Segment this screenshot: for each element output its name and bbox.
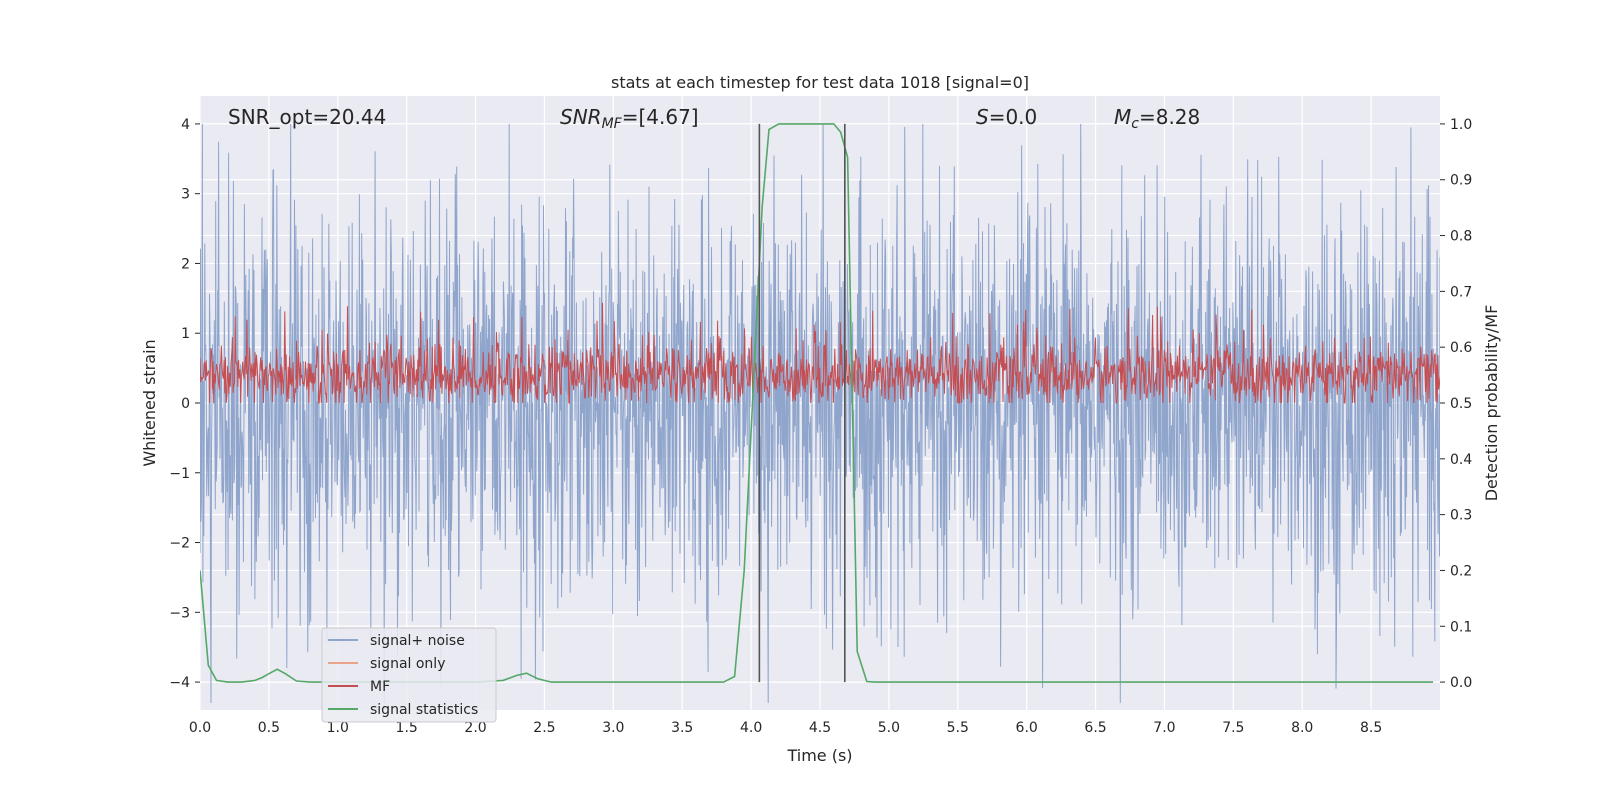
annotation-mc: Mc=8.28 xyxy=(1114,105,1200,132)
legend-label-signal-statistics: signal statistics xyxy=(370,702,478,718)
y-tick-label-left: 4 xyxy=(181,117,190,133)
y-tick-label-right: 0.3 xyxy=(1450,508,1472,524)
plot-series xyxy=(200,123,1440,704)
x-tick-label: 1.0 xyxy=(327,720,349,736)
y-axis-label-left: Whitened strain xyxy=(140,339,159,466)
y-tick-label-right: 0.5 xyxy=(1450,396,1472,412)
y-tick-label-right: 0.4 xyxy=(1450,452,1472,468)
x-tick-label: 7.5 xyxy=(1222,720,1244,736)
annotation-s: S=0.0 xyxy=(976,105,1037,129)
y-tick-label-right: 0.6 xyxy=(1450,340,1472,356)
chart-title: stats at each timestep for test data 101… xyxy=(611,73,1029,92)
y-tick-label-left: 1 xyxy=(181,326,190,342)
annotation-mc-base: M xyxy=(1114,105,1131,129)
legend-box xyxy=(321,627,497,723)
annotation-snr-opt: SNR_opt=20.44 xyxy=(228,105,386,129)
y-ticks-left: −4 −3 −2 −1 0 1 2 3 4 xyxy=(169,117,200,691)
y-tick-label-left: −1 xyxy=(169,466,190,482)
series-mf xyxy=(200,302,1440,404)
y-tick-label-left: −2 xyxy=(169,536,190,552)
series-signal-statistics xyxy=(200,123,1434,683)
y-tick-label-left: 2 xyxy=(181,256,190,272)
y-tick-label-left: 3 xyxy=(181,187,190,203)
x-tick-label: 0.0 xyxy=(189,720,211,736)
x-axis-label: Time (s) xyxy=(786,746,852,765)
y-tick-label-right: 1.0 xyxy=(1450,117,1472,133)
legend-label-mf: MF xyxy=(370,679,390,695)
series-signal-noise xyxy=(200,123,1440,704)
annotation-mc-rest: =8.28 xyxy=(1139,105,1200,129)
x-tick-label: 8.0 xyxy=(1291,720,1313,736)
legend-label-signal-only: signal only xyxy=(370,656,445,672)
y-tick-label-right: 0.8 xyxy=(1450,229,1472,245)
annotation-snr-mf: SNRMF=[4.67] xyxy=(560,105,699,132)
x-tick-label: 4.5 xyxy=(809,720,831,736)
x-tick-label: 5.5 xyxy=(947,720,969,736)
y-tick-label-left: −3 xyxy=(169,605,190,621)
y-tick-label-right: 0.1 xyxy=(1450,619,1472,635)
x-tick-label: 2.5 xyxy=(533,720,555,736)
x-tick-label: 1.5 xyxy=(396,720,418,736)
y-tick-label-right: 0.7 xyxy=(1450,284,1472,300)
x-tick-label: 6.0 xyxy=(1016,720,1038,736)
x-tick-label: 8.5 xyxy=(1360,720,1382,736)
annotation-snr-mf-base: SNR xyxy=(560,105,602,129)
annotation-s-rest: =0.0 xyxy=(989,105,1038,129)
y-tick-label-right: 0.0 xyxy=(1450,675,1472,691)
y-tick-label-left: 0 xyxy=(181,396,190,412)
legend: signal+ noise signal only MF signal stat… xyxy=(321,627,497,723)
x-tick-label: 0.5 xyxy=(258,720,280,736)
vertical-markers xyxy=(758,123,846,683)
x-tick-label: 6.5 xyxy=(1084,720,1106,736)
x-ticks: 0.0 0.5 1.0 1.5 2.0 2.5 3.0 3.5 4.0 4.5 5.0 5.5 6.0 6… xyxy=(189,720,1382,736)
y-axis-label-right: Detection probability/MF xyxy=(1482,305,1501,502)
x-tick-label: 3.5 xyxy=(671,720,693,736)
x-tick-label: 3.0 xyxy=(602,720,624,736)
annotation-snr-mf-sub: MF xyxy=(602,116,623,132)
y-ticks-right: 0.0 0.1 0.2 0.3 0.4 0.5 0.6 0.7 0.8 0.9 1.0 xyxy=(1440,117,1472,691)
x-tick-label: 4.0 xyxy=(740,720,762,736)
annotation-snr-mf-rest: =[4.67] xyxy=(622,105,699,129)
y-tick-label-right: 0.2 xyxy=(1450,563,1472,579)
x-tick-label: 2.0 xyxy=(464,720,486,736)
y-tick-label-right: 0.9 xyxy=(1450,173,1472,189)
y-tick-label-left: −4 xyxy=(169,675,190,691)
x-tick-label: 5.0 xyxy=(878,720,900,736)
annotation-mc-sub: c xyxy=(1131,116,1139,132)
legend-label-signal-noise: signal+ noise xyxy=(370,633,465,649)
annotation-s-base: S xyxy=(976,105,989,129)
x-tick-label: 7.0 xyxy=(1153,720,1175,736)
